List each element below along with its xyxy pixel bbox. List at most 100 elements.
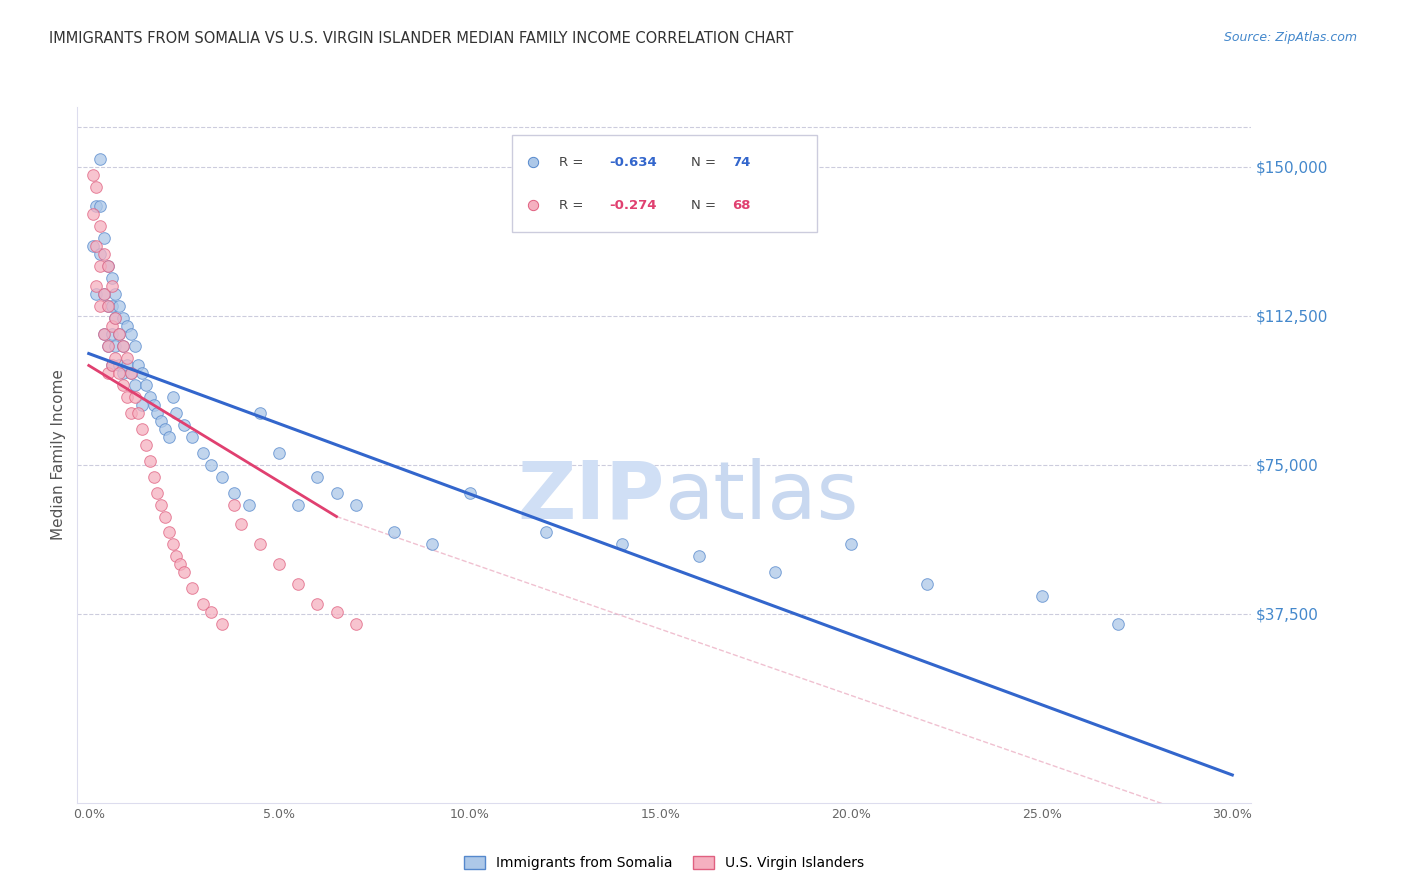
Point (191, 446, 214, 460)
Point (839, 537, 862, 551)
Point (135, 438, 157, 452)
Text: N =: N = (692, 199, 721, 211)
Point (89, 259, 111, 273)
Point (139, 454, 162, 468)
Point (112, 338, 135, 352)
Text: ZIP: ZIP (517, 458, 665, 536)
Point (112, 378, 135, 392)
Point (127, 359, 149, 373)
Point (142, 398, 165, 412)
Point (131, 422, 153, 436)
Point (150, 498, 173, 512)
Point (382, 525, 405, 540)
Point (534, 525, 557, 540)
FancyBboxPatch shape (512, 135, 817, 232)
Point (211, 616, 233, 631)
Point (157, 430, 180, 444)
Point (89, 199, 111, 213)
Text: IMMIGRANTS FROM SOMALIA VS U.S. VIRGIN ISLANDER MEDIAN FAMILY INCOME CORRELATION: IMMIGRANTS FROM SOMALIA VS U.S. VIRGIN I… (49, 31, 793, 46)
Point (108, 367, 131, 381)
Point (211, 470, 233, 484)
Text: R =: R = (558, 155, 588, 169)
Y-axis label: Median Family Income: Median Family Income (51, 369, 66, 541)
Point (238, 498, 260, 512)
Text: -0.274: -0.274 (609, 199, 657, 211)
Point (120, 367, 142, 381)
Point (93, 326, 115, 341)
Point (89, 299, 111, 313)
Point (93, 286, 115, 301)
Point (146, 406, 169, 420)
Point (180, 581, 202, 595)
Legend: Immigrants from Somalia, U.S. Virgin Islanders: Immigrants from Somalia, U.S. Virgin Isl… (458, 851, 870, 876)
Point (917, 577, 939, 591)
Point (115, 351, 138, 365)
Point (139, 390, 162, 404)
Point (458, 485, 481, 500)
Point (100, 359, 122, 373)
Point (124, 338, 146, 352)
Point (157, 525, 180, 540)
Point (169, 558, 191, 572)
Point (1107, 616, 1129, 631)
Point (86, 199, 108, 213)
Point (104, 338, 127, 352)
Point (97, 299, 120, 313)
Point (200, 458, 222, 472)
Point (100, 359, 122, 373)
Point (287, 498, 309, 512)
Point (86, 279, 108, 293)
Point (200, 605, 222, 619)
Point (120, 326, 142, 341)
Point (86, 179, 108, 194)
Point (108, 326, 131, 341)
Point (222, 485, 245, 500)
Point (307, 597, 329, 611)
Point (82, 239, 104, 253)
Text: N =: N = (692, 155, 721, 169)
Point (97, 338, 120, 352)
Text: 74: 74 (733, 155, 751, 169)
Point (112, 367, 135, 381)
Point (120, 367, 142, 381)
Point (222, 498, 245, 512)
Point (763, 565, 786, 579)
Point (150, 414, 173, 428)
Point (249, 406, 271, 420)
Text: atlas: atlas (665, 458, 859, 536)
Point (97, 299, 120, 313)
Point (173, 418, 195, 433)
Point (104, 310, 127, 325)
Point (307, 470, 329, 484)
Point (97, 259, 120, 273)
Point (112, 310, 135, 325)
Point (325, 605, 347, 619)
Point (131, 367, 153, 381)
Point (249, 537, 271, 551)
Point (165, 549, 187, 564)
Point (191, 597, 214, 611)
Point (127, 406, 149, 420)
Point (82, 207, 104, 221)
Point (89, 219, 111, 234)
Point (1031, 589, 1053, 603)
Point (173, 565, 195, 579)
Point (124, 378, 146, 392)
Point (100, 299, 122, 313)
Point (124, 390, 146, 404)
Point (100, 279, 122, 293)
Point (162, 390, 184, 404)
Point (420, 537, 443, 551)
Point (108, 326, 131, 341)
Point (153, 422, 176, 436)
Point (112, 338, 135, 352)
Point (100, 318, 122, 333)
Point (344, 498, 367, 512)
Point (269, 558, 291, 572)
Point (325, 485, 347, 500)
Point (97, 259, 120, 273)
Point (86, 239, 108, 253)
Point (104, 351, 127, 365)
Point (93, 286, 115, 301)
Point (344, 616, 367, 631)
